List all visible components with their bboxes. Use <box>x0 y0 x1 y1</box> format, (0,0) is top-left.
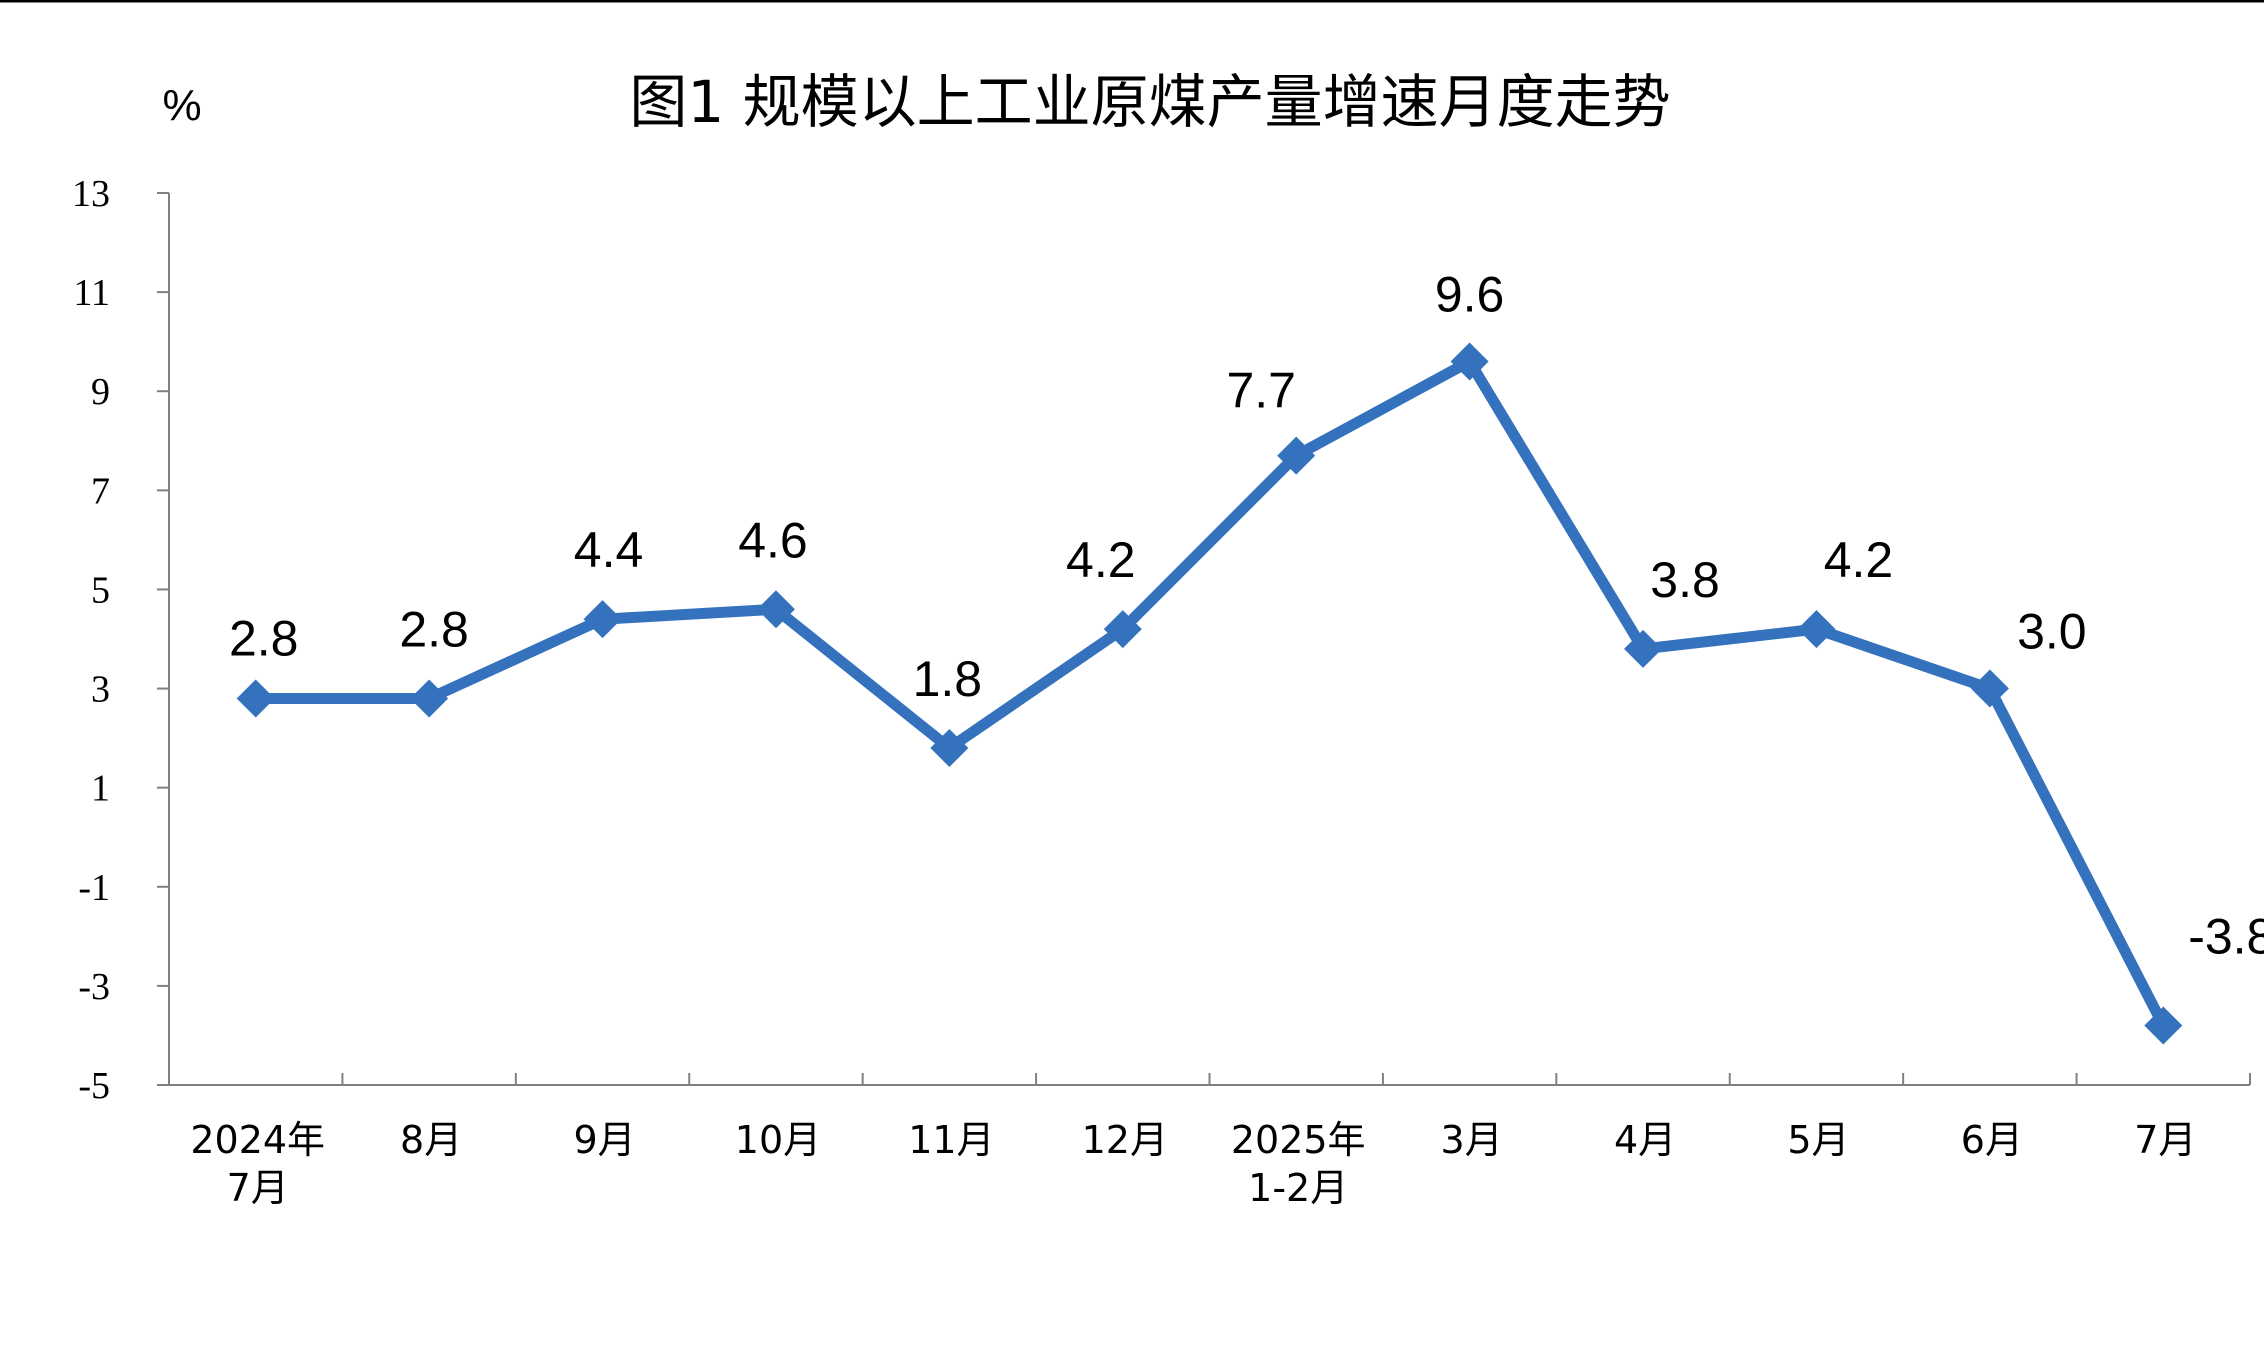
data-point-marker <box>1797 610 1836 649</box>
x-tick-labels: 2024年 7月 8月 9月 10月 11月 12月 2025年 1-2月 3月 4月 5月 6月 7月 <box>190 1118 2196 1210</box>
x-tick-label: 3月 <box>1441 1118 1503 1162</box>
data-point-marker <box>410 679 449 718</box>
data-point-marker <box>236 679 275 718</box>
x-tick-label: 2024年 7月 <box>190 1118 325 1210</box>
x-tick-label: 5月 <box>1787 1118 1849 1162</box>
y-tick-labels: 13 11 9 7 5 3 1 -1 -3 -5 <box>72 173 110 1107</box>
x-tick-label: 9月 <box>573 1118 635 1162</box>
data-label: 4.6 <box>738 512 808 568</box>
data-label: 3.8 <box>1650 552 1720 608</box>
x-tick-label: 6月 <box>1961 1118 2023 1162</box>
data-label: 1.8 <box>913 651 983 707</box>
data-labels: 2.8 2.8 4.4 4.6 1.8 4.2 7.7 9.6 3.8 4.2 3.0 -3.8 <box>229 266 2264 964</box>
x-tick-label: 8月 <box>400 1118 462 1162</box>
y-tick-label: -3 <box>78 966 110 1008</box>
y-tick-label: 7 <box>91 470 110 512</box>
series-line <box>250 356 2169 1031</box>
y-tick-label: 11 <box>73 272 110 314</box>
y-tick-label: -1 <box>78 867 110 909</box>
data-label: 2.8 <box>229 610 299 666</box>
data-label: 4.2 <box>1824 532 1894 588</box>
y-tick-label: -5 <box>78 1065 110 1107</box>
y-tick-label: 3 <box>91 669 110 711</box>
data-label: 2.8 <box>399 601 469 657</box>
x-tick-label: 10月 <box>735 1118 821 1162</box>
y-tick-label: 13 <box>72 173 110 215</box>
data-point-marker <box>1970 669 2009 708</box>
data-label: 7.7 <box>1226 363 1296 419</box>
data-point-marker <box>1103 610 1142 649</box>
data-label: 4.4 <box>574 522 644 578</box>
data-point-marker <box>756 590 795 629</box>
data-point-marker <box>1277 436 1316 475</box>
data-point-marker <box>1624 629 1663 668</box>
data-label: 9.6 <box>1435 266 1505 322</box>
y-tick-label: 5 <box>91 569 110 611</box>
data-label: -3.8 <box>2188 909 2264 965</box>
data-point-marker <box>1450 342 1489 381</box>
x-tick-label: 11月 <box>908 1118 994 1162</box>
data-point-marker <box>583 600 622 639</box>
y-axis-unit: % <box>162 81 201 130</box>
data-point-marker <box>2144 1006 2183 1045</box>
axes <box>157 192 2251 1086</box>
data-markers <box>236 342 2183 1045</box>
x-tick-label: 4月 <box>1614 1118 1676 1162</box>
x-tick-label: 7月 <box>2134 1118 2196 1162</box>
chart-title: 图1 规模以上工业原煤产量增速月度走势 <box>629 68 1670 136</box>
y-tick-label: 9 <box>91 371 110 413</box>
data-point-marker <box>930 729 969 768</box>
data-label: 3.0 <box>2017 604 2087 660</box>
x-tick-label: 12月 <box>1082 1118 1168 1162</box>
x-tick-label: 2025年 1-2月 <box>1231 1118 1366 1210</box>
data-label: 4.2 <box>1066 532 1136 588</box>
y-tick-label: 1 <box>91 768 110 810</box>
